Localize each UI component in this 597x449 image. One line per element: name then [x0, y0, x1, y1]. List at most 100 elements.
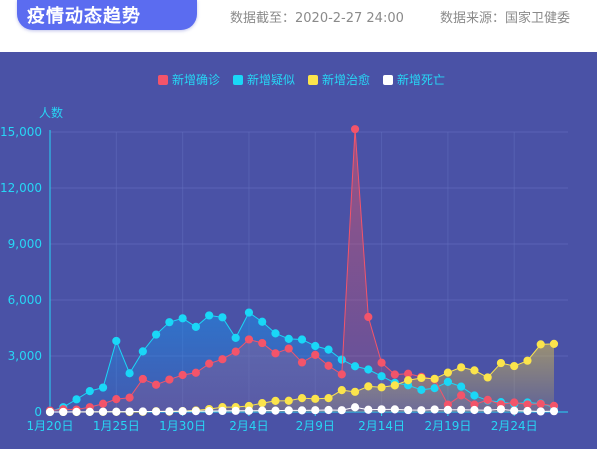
data-point-suspected [297, 335, 307, 344]
data-point-suspected [324, 345, 333, 354]
data-point-confirmed [98, 399, 108, 408]
data-point-cured [258, 398, 267, 408]
data-point-dead [496, 405, 506, 414]
data-point-confirmed [390, 370, 399, 379]
page-title: 疫情动态趋势 [27, 6, 141, 27]
data-point-dead [470, 405, 479, 415]
data-point-dead [350, 403, 360, 412]
data-point-dead [337, 406, 346, 415]
data-point-suspected [271, 329, 280, 338]
data-point-suspected [72, 395, 81, 404]
page-title-pill: 疫情动态趋势 [17, 0, 197, 30]
y-tick-label: 15,000 [0, 125, 42, 139]
data-point-dead [45, 407, 55, 417]
data-point-cured [284, 396, 293, 405]
data-point-cured [549, 339, 559, 348]
data-point-dead [417, 406, 426, 415]
data-point-confirmed [337, 370, 346, 379]
data-point-cured [496, 358, 506, 368]
legend-item-cured[interactable]: 新增治愈 [308, 71, 370, 88]
y-tick-label: 6,000 [8, 293, 42, 307]
legend-label-cured: 新增治愈 [322, 73, 371, 87]
data-point-confirmed [284, 344, 293, 353]
data-point-confirmed [364, 312, 373, 322]
data-point-dead [112, 407, 121, 416]
legend-label-confirmed: 新增确诊 [172, 73, 221, 87]
chart-plot: 0 3,000 6,000 9,000 12,000 15,000 1月20日 1月25日 1月… [0, 125, 568, 433]
data-point-suspected [457, 382, 466, 391]
data-point-cured [443, 368, 452, 377]
legend-swatch-cured [308, 74, 319, 85]
data-point-dead [311, 406, 320, 415]
data-point-dead [271, 406, 280, 415]
x-tick-label: 2月24日 [491, 419, 538, 433]
data-point-confirmed [536, 399, 545, 409]
data-point-cured [430, 374, 439, 383]
data-point-dead [205, 407, 214, 416]
data-point-confirmed [510, 398, 519, 407]
data-point-cured [417, 373, 426, 383]
data-point-dead [324, 405, 333, 415]
y-tick-label: 0 [34, 405, 42, 419]
data-point-suspected [470, 391, 479, 400]
data-point-suspected [138, 347, 147, 356]
data-point-suspected [125, 369, 134, 378]
chart-legend: 新增确诊 新增疑似 新增治愈 新增死亡 [158, 71, 445, 88]
data-point-suspected [218, 313, 227, 322]
data-point-cured [364, 382, 373, 391]
legend-swatch-confirmed [158, 74, 168, 85]
header-bar: 疫情动态趋势 数据截至：2020-2-27 24:00 数据来源：国家卫健委 [0, 0, 597, 52]
legend-item-suspected[interactable]: 新增疑似 [233, 71, 295, 88]
data-point-dead [218, 406, 227, 416]
data-point-cured [297, 394, 307, 403]
data-point-suspected [152, 330, 161, 339]
data-point-dead [138, 407, 147, 416]
area-cured [50, 343, 554, 412]
data-point-dead [430, 405, 439, 414]
data-point-dead [549, 407, 559, 416]
data-point-cured [337, 386, 346, 395]
data-point-confirmed [377, 358, 386, 367]
legend-item-confirmed[interactable]: 新增确诊 [158, 71, 220, 88]
data-point-cured [457, 363, 466, 372]
data-point-suspected [178, 314, 187, 323]
data-point-dead [191, 407, 200, 416]
x-tick-label: 2月4日 [229, 419, 268, 433]
data-point-confirmed [218, 355, 227, 364]
data-point-cured [390, 381, 399, 390]
y-tick-label: 3,000 [8, 349, 42, 363]
data-point-confirmed [457, 391, 466, 400]
data-point-confirmed [324, 361, 333, 370]
data-point-suspected [284, 334, 293, 344]
data-point-dead [152, 407, 161, 416]
data-point-dead [483, 406, 492, 415]
trend-chart: 新增确诊 新增疑似 新增治愈 新增死亡 人数 0 3,000 6,000 9,000 1… [0, 52, 597, 449]
data-point-dead [364, 405, 373, 414]
data-point-dead [284, 406, 293, 415]
data-point-dead [125, 407, 134, 416]
data-point-suspected [430, 384, 439, 393]
data-point-confirmed [258, 338, 267, 348]
data-point-confirmed [271, 349, 280, 358]
data-point-confirmed [483, 395, 492, 405]
data-point-confirmed [205, 359, 214, 368]
x-tick-label: 1月20日 [27, 419, 74, 433]
data-point-dead [85, 407, 94, 416]
x-tick-label: 1月25日 [93, 419, 140, 433]
data-point-cured [377, 383, 386, 392]
legend-swatch-dead [383, 74, 394, 85]
data-point-suspected [244, 308, 254, 317]
legend-item-dead[interactable]: 新增死亡 [383, 71, 445, 88]
data-point-dead [165, 407, 174, 416]
data-point-confirmed [191, 368, 200, 377]
data-point-cured [350, 387, 360, 396]
data-point-confirmed [350, 125, 360, 134]
data-point-dead [377, 405, 386, 414]
data-point-suspected [191, 322, 200, 331]
data-point-cured [404, 376, 413, 385]
data-point-suspected [417, 385, 426, 394]
data-point-suspected [112, 336, 121, 346]
data-source-label: 数据来源：国家卫健委 [440, 11, 571, 26]
data-point-confirmed [138, 374, 147, 384]
data-point-confirmed [165, 375, 174, 384]
